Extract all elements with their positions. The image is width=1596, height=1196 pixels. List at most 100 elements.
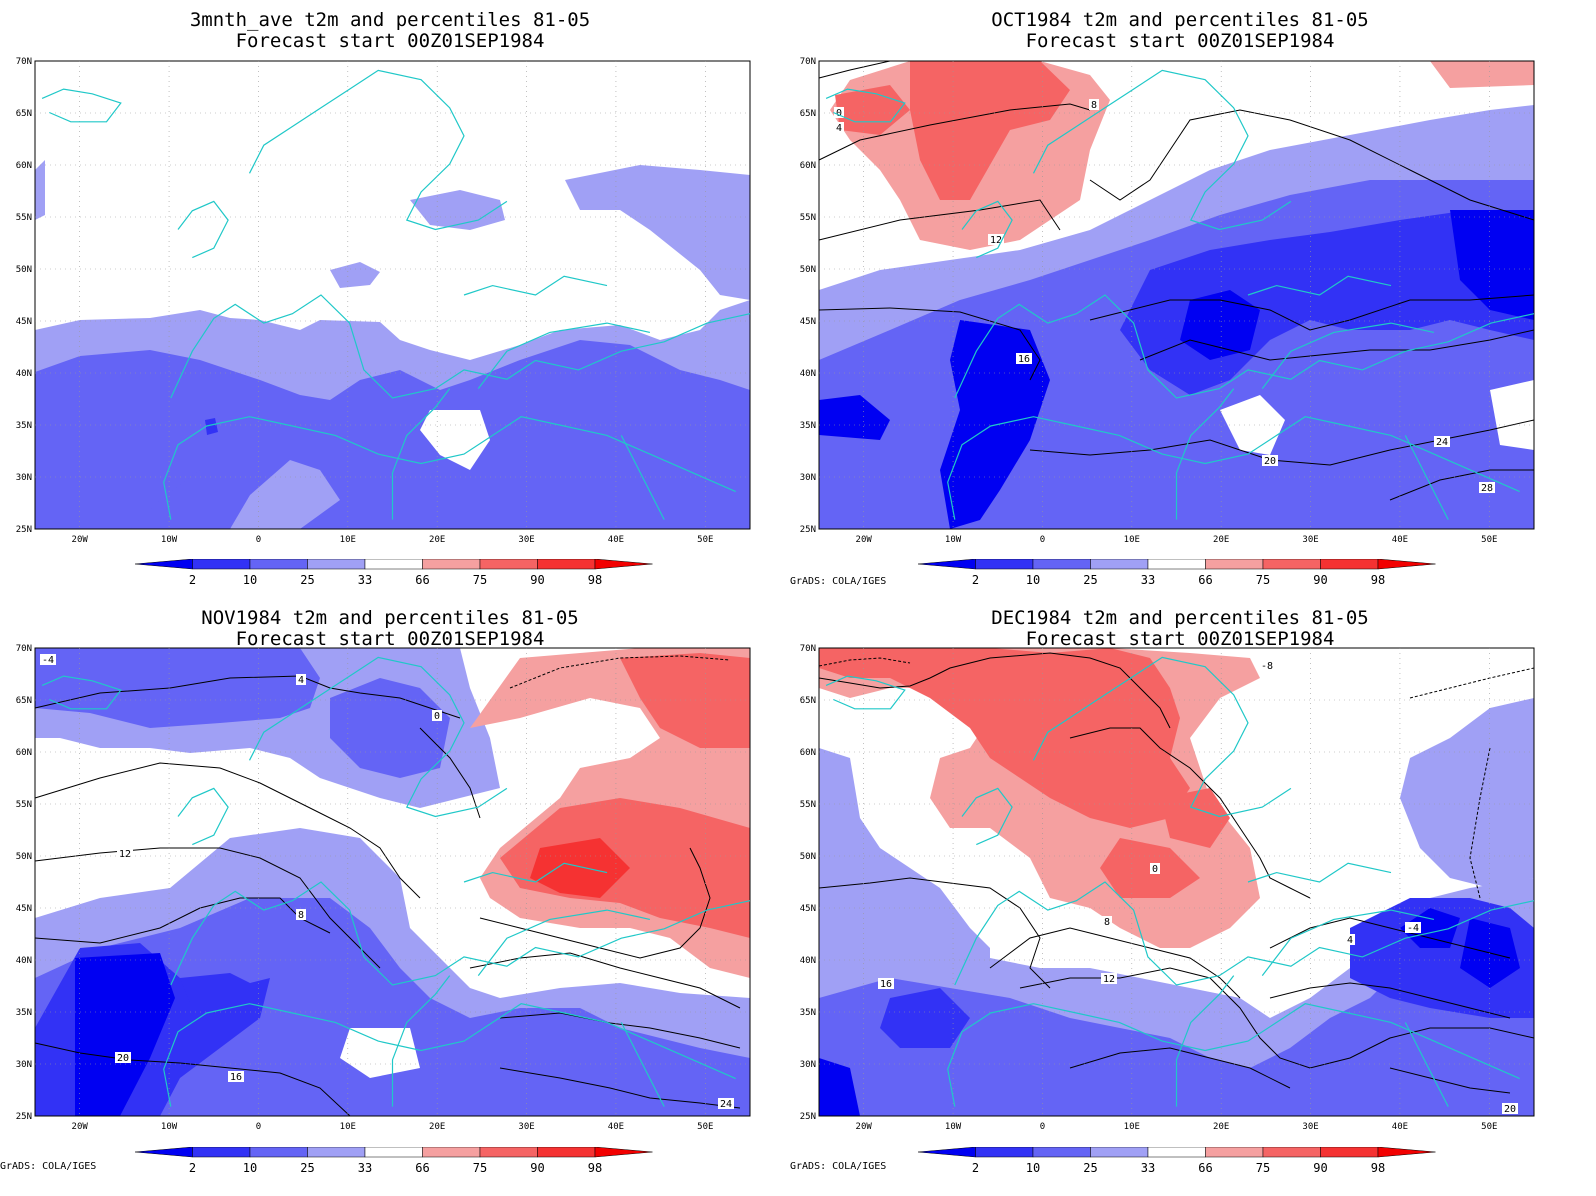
- colorbar-label: 25: [1083, 573, 1097, 587]
- panel-title: NOV1984 t2m and percentiles 81-05: [201, 607, 579, 629]
- lat-label: 70N: [16, 57, 32, 67]
- colorbar-label: 33: [1141, 573, 1155, 587]
- colorbar-label: 66: [415, 573, 429, 587]
- lat-label: 25N: [800, 1112, 816, 1122]
- lat-label: 30N: [16, 473, 32, 483]
- colorbar-segment: [537, 559, 596, 570]
- contour-label: 4: [298, 675, 304, 686]
- colorbar-label: 75: [473, 1161, 487, 1175]
- credit: GrADS: COLA/IGES: [0, 1161, 97, 1172]
- colorbar-segment: [975, 1147, 1034, 1158]
- colorbar-arrow-low: [135, 559, 193, 570]
- lat-label: 70N: [800, 57, 816, 67]
- contour-label: 0: [836, 108, 842, 119]
- colorbar-segment: [1262, 1147, 1321, 1158]
- coastline: [170, 881, 751, 986]
- lon-label: 0: [256, 1122, 261, 1132]
- colorbar-arrow-low: [918, 559, 976, 570]
- colorbar-label: 98: [588, 1161, 602, 1175]
- colorbar-segment: [249, 1147, 308, 1158]
- lon-label: 20E: [1213, 1122, 1229, 1132]
- colorbar-segment: [192, 559, 251, 570]
- coastlines: [41, 69, 751, 520]
- panel-subtitle: Forecast start 00Z01SEP1984: [235, 628, 545, 650]
- lat-label: 35N: [16, 421, 32, 431]
- lon-label: 30E: [518, 1122, 534, 1132]
- lon-label: 10E: [1124, 535, 1140, 545]
- contour-label: 20: [117, 1053, 129, 1064]
- colorbar-label: 75: [1256, 573, 1270, 587]
- colorbar-segment: [975, 559, 1034, 570]
- colorbar-segment: [1205, 1147, 1264, 1158]
- lat-label: 50N: [16, 852, 32, 862]
- coastline: [177, 787, 229, 846]
- coastline: [1175, 975, 1235, 1107]
- contour-label: -4: [1407, 923, 1419, 934]
- contour-label: 12: [990, 235, 1002, 246]
- colorbar-segment: [479, 559, 538, 570]
- colorbar-label: 66: [1198, 573, 1212, 587]
- panel-subtitle: Forecast start 00Z01SEP1984: [1025, 30, 1335, 52]
- coastline: [391, 388, 451, 520]
- lon-label: 20E: [1213, 535, 1229, 545]
- coastline: [163, 416, 736, 520]
- colorbar-segment: [422, 1147, 481, 1158]
- lat-label: 55N: [800, 800, 816, 810]
- colorbar-segment: [479, 1147, 538, 1158]
- lat-label: 25N: [800, 525, 816, 535]
- colorbar-label: 25: [300, 573, 314, 587]
- contour-label: -4: [42, 655, 54, 666]
- lat-label: 45N: [16, 317, 32, 327]
- colorbar-segment: [537, 1147, 596, 1158]
- contour-label: 16: [880, 979, 892, 990]
- coastline: [1261, 322, 1435, 389]
- coastline: [248, 69, 508, 231]
- colorbar-segment: [307, 1147, 366, 1158]
- colorbar-label: 98: [1371, 573, 1385, 587]
- lon-label: 50E: [1481, 1122, 1497, 1132]
- colorbar-label: 10: [243, 573, 257, 587]
- colorbar-label: 33: [1141, 1161, 1155, 1175]
- coastline: [248, 656, 508, 818]
- lat-label: 65N: [800, 696, 816, 706]
- lat-label: 65N: [800, 109, 816, 119]
- coastline: [1247, 862, 1392, 883]
- contour-label: 20: [1504, 1104, 1516, 1115]
- lat-label: 45N: [800, 904, 816, 914]
- credit: GrADS: COLA/IGES: [790, 576, 887, 587]
- contour-label: 12: [119, 849, 131, 860]
- contour-label: 24: [720, 1099, 732, 1110]
- coastline: [620, 435, 665, 520]
- coastline: [391, 975, 451, 1107]
- lat-label: 50N: [800, 852, 816, 862]
- lon-label: 10W: [161, 1122, 178, 1132]
- lat-label: 25N: [16, 525, 32, 535]
- lon-label: 10E: [340, 1122, 356, 1132]
- map-panel-3mnth: 3mnth_ave t2m and percentiles 81-05 Fore…: [0, 0, 780, 580]
- colorbar-arrow-high: [594, 559, 653, 570]
- coastline: [163, 1003, 736, 1107]
- lat-label: 40N: [800, 369, 816, 379]
- coastline: [41, 675, 122, 710]
- coastline: [954, 881, 1535, 986]
- lat-label: 35N: [800, 421, 816, 431]
- lat-label: 55N: [16, 213, 32, 223]
- colorbar-label: 90: [1313, 573, 1327, 587]
- lat-label: 40N: [16, 956, 32, 966]
- colorbar-segment: [1032, 1147, 1091, 1158]
- lat-label: 65N: [16, 696, 32, 706]
- colorbar-arrow-high: [594, 1147, 653, 1158]
- lat-label: 60N: [800, 748, 816, 758]
- colorbar-arrow-low: [918, 1147, 976, 1158]
- colorbar-label: 66: [1198, 1161, 1212, 1175]
- coastline: [1032, 656, 1292, 818]
- panel-subtitle: Forecast start 00Z01SEP1984: [1025, 628, 1335, 650]
- colorbar: 2 10 25 33 66 75 90 98: [918, 559, 1438, 589]
- colorbar-segment: [1090, 559, 1149, 570]
- colorbar: 2 10 25 33 66 75 90 98: [135, 1147, 655, 1177]
- colorbar-svg: 2 10 25 33 66 75 90 98: [135, 559, 653, 587]
- colorbar: 2 10 25 33 66 75 90 98: [135, 559, 655, 589]
- lon-label: 40E: [608, 1122, 624, 1132]
- lat-label: 30N: [16, 1060, 32, 1070]
- lat-label: 60N: [16, 748, 32, 758]
